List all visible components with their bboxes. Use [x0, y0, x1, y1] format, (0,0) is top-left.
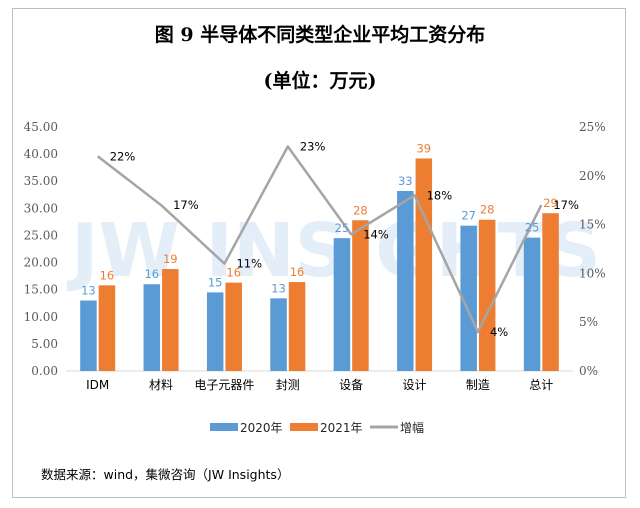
legend-swatch-1	[290, 423, 318, 431]
data-label-growth: 22%	[110, 149, 136, 163]
bar-2020	[333, 238, 351, 371]
category-label: 设计	[403, 378, 427, 392]
category-label: 封测	[276, 378, 300, 392]
bar-2021	[225, 282, 242, 371]
right-axis-tick-label: 10%	[579, 266, 606, 280]
left-axis-tick-label: 40.00	[24, 147, 58, 161]
bar-2020	[270, 298, 287, 371]
chart-title: 图 9 半导体不同类型企业平均工资分布	[154, 24, 486, 46]
category-label: 电子元器件	[194, 378, 254, 392]
data-label-2021: 16	[290, 265, 305, 279]
bar-2021	[352, 220, 369, 371]
chart-frame	[12, 8, 626, 498]
chart-subtitle: (单位：万元)	[263, 70, 377, 92]
data-label-2020: 25	[335, 221, 350, 235]
legend-swatch-0	[210, 423, 238, 431]
category-label: 总计	[529, 378, 553, 392]
legend-label: 2020年	[240, 421, 283, 435]
right-axis-tick-label: 25%	[579, 120, 606, 134]
bar-2020	[397, 190, 414, 371]
data-label-2020: 33	[398, 174, 413, 188]
left-axis-tick-label: 10.00	[24, 310, 58, 324]
data-label-growth: 18%	[427, 188, 453, 202]
bar-2021	[162, 269, 179, 371]
bar-2021	[415, 158, 433, 371]
data-label-2021: 16	[100, 268, 115, 282]
left-axis-tick-label: 0.00	[31, 364, 58, 378]
right-axis-tick-label: 5%	[579, 315, 598, 329]
bar-2021	[288, 282, 306, 371]
growth-line	[96, 145, 543, 334]
bar-2020	[206, 292, 224, 371]
bar-2021	[98, 285, 116, 371]
data-label-2020: 13	[271, 281, 286, 295]
left-axis-tick-label: 25.00	[24, 228, 58, 242]
right-axis-tick-label: 0%	[579, 364, 598, 378]
category-label: IDM	[86, 378, 109, 392]
source-note: 数据来源：wind，集微咨询（JW Insights）	[41, 467, 290, 482]
left-axis-tick-label: 35.00	[24, 174, 58, 188]
data-label-2020: 25	[525, 221, 540, 235]
data-label-2021: 39	[416, 141, 431, 155]
data-label-2020: 13	[81, 284, 96, 298]
bar-2020	[143, 284, 161, 371]
data-label-2020: 15	[208, 275, 223, 289]
bar-2021	[478, 219, 496, 371]
data-label-growth: 11%	[236, 257, 262, 271]
left-axis-tick-label: 30.00	[24, 201, 58, 215]
data-label-growth: 4%	[490, 325, 508, 339]
right-axis-tick-label: 20%	[579, 169, 606, 183]
legend-label: 2021年	[320, 421, 363, 435]
bar-2020	[80, 300, 97, 371]
data-label-2020: 27	[461, 209, 476, 223]
legend-label: 增幅	[400, 420, 424, 435]
bar-2020	[523, 237, 541, 371]
data-label-2021: 29	[543, 196, 558, 210]
data-label-2020: 16	[144, 267, 159, 281]
left-axis-tick-label: 5.00	[31, 337, 58, 351]
left-axis-tick-label: 20.00	[24, 256, 58, 270]
data-label-growth: 17%	[173, 198, 199, 212]
data-label-2021: 28	[353, 203, 368, 217]
data-label-growth: 23%	[300, 140, 326, 154]
category-label: 制造	[466, 378, 490, 392]
left-axis-tick-label: 15.00	[24, 283, 58, 297]
bar-2021	[542, 213, 559, 371]
data-label-growth: 17%	[553, 198, 579, 212]
right-axis-tick-label: 15%	[579, 218, 606, 232]
left-axis-tick-label: 45.00	[24, 120, 58, 134]
data-label-2021: 19	[163, 252, 178, 266]
bar-2020	[460, 225, 477, 371]
data-label-2021: 16	[226, 266, 241, 280]
data-label-2021: 28	[480, 203, 495, 217]
watermark-text: JW INSIGHTS	[66, 208, 601, 294]
category-label: 设备	[339, 378, 363, 392]
category-label: 材料	[149, 378, 173, 392]
data-label-growth: 14%	[363, 227, 389, 241]
